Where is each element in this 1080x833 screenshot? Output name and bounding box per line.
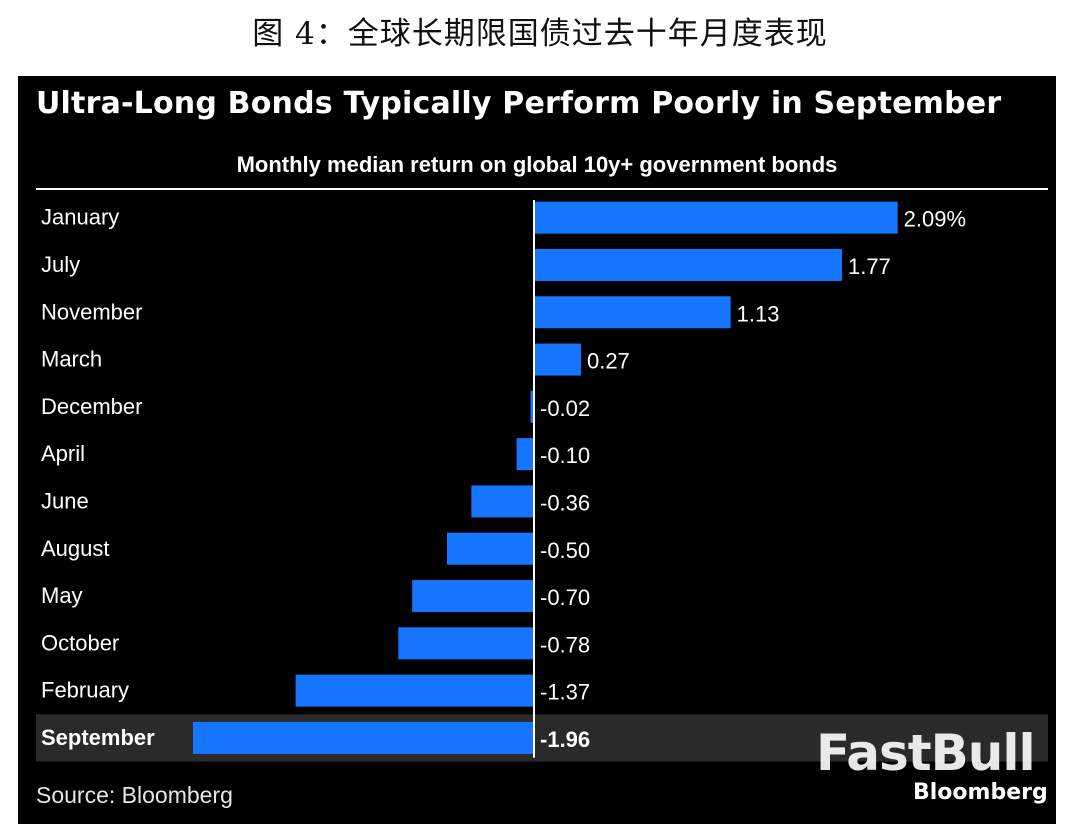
- value-label-september: -1.96: [540, 727, 590, 752]
- bar-chart: January 2.09% July 1.77 November 1.13 March 0.2…: [36, 200, 1048, 762]
- value-label-january: 2.09%: [904, 207, 966, 232]
- category-label-april: April: [41, 441, 85, 466]
- category-label-june: June: [41, 488, 89, 513]
- category-label-december: December: [41, 394, 142, 419]
- header-rule: [36, 188, 1048, 190]
- value-label-april: -0.10: [540, 443, 590, 468]
- value-label-october: -0.78: [540, 632, 590, 657]
- category-label-february: February: [41, 678, 129, 703]
- source-note: Source: Bloomberg: [36, 782, 233, 808]
- bar-may: [412, 580, 534, 613]
- watermark-logo: FastBull: [816, 724, 1036, 782]
- category-label-may: May: [41, 583, 83, 608]
- watermark-sub: Bloomberg: [913, 780, 1048, 805]
- value-label-february: -1.37: [540, 680, 590, 705]
- value-label-march: 0.27: [587, 349, 630, 374]
- bar-june: [471, 485, 534, 518]
- chart-panel: Ultra-Long Bonds Typically Perform Poorl…: [18, 76, 1056, 824]
- value-label-june: -0.36: [540, 490, 590, 515]
- category-label-january: January: [41, 205, 119, 230]
- chart-subtitle: Monthly median return on global 10y+ gov…: [236, 152, 838, 177]
- bar-january: [534, 201, 898, 234]
- category-label-august: August: [41, 536, 110, 561]
- value-label-november: 1.13: [737, 301, 780, 326]
- category-label-november: November: [41, 299, 142, 324]
- category-label-september: September: [41, 725, 155, 750]
- chart-title: Ultra-Long Bonds Typically Perform Poorl…: [36, 86, 1002, 121]
- bar-july: [534, 248, 842, 281]
- bar-september: [192, 721, 534, 754]
- bar-october: [398, 627, 534, 660]
- bar-august: [447, 532, 534, 565]
- category-label-july: July: [41, 252, 80, 277]
- bar-april: [516, 438, 534, 471]
- bar-december: [530, 390, 534, 423]
- bar-november: [534, 296, 731, 329]
- figure-caption: 图 4：全球长期限国债过去十年月度表现: [252, 16, 828, 52]
- bar-february: [295, 674, 534, 707]
- category-label-october: October: [41, 630, 119, 655]
- bar-march: [534, 343, 581, 376]
- value-label-may: -0.70: [540, 585, 590, 610]
- category-label-march: March: [41, 347, 102, 372]
- value-label-july: 1.77: [848, 254, 891, 279]
- value-label-august: -0.50: [540, 538, 590, 563]
- value-label-december: -0.02: [540, 396, 590, 421]
